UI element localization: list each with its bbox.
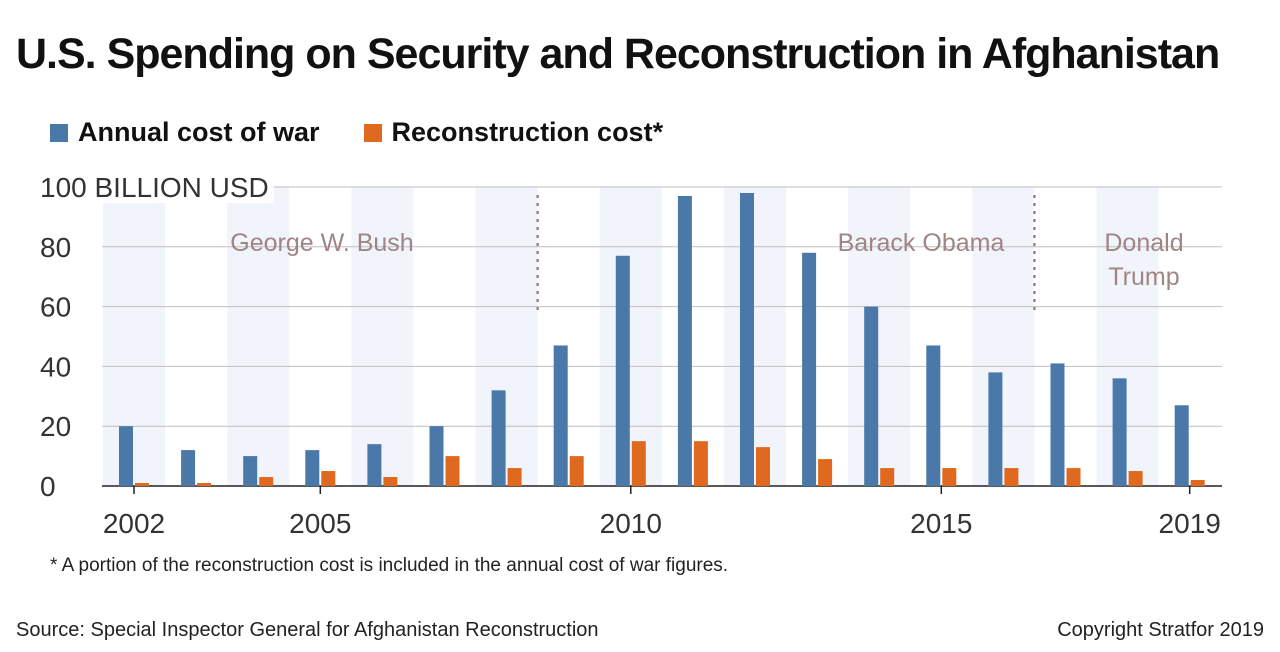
reconstruction-bar-2008 — [507, 468, 522, 486]
president-label-1: George W. Bush — [230, 229, 413, 257]
reconstruction-bar-2009 — [569, 456, 584, 486]
x-tick-label-2015: 2015 — [910, 508, 972, 539]
source-note: Source: Special Inspector General for Af… — [16, 619, 599, 641]
legend-label-war-cost: Annual cost of war — [78, 117, 320, 147]
copyright-note: Copyright Stratfor 2019 — [1057, 619, 1264, 641]
reconstruction-bar-2002 — [135, 483, 149, 486]
war-cost-bar-2018 — [1112, 378, 1127, 486]
x-tick-label-2005: 2005 — [289, 508, 351, 539]
legend-swatch-reconstruction-cost — [363, 123, 382, 142]
legend-item-war-cost: Annual cost of war — [50, 117, 320, 148]
reconstruction-bar-2017 — [1066, 468, 1081, 486]
footnote: * A portion of the reconstruction cost i… — [50, 555, 729, 576]
president-label-3-line-2: Trump — [1108, 263, 1179, 291]
y-tick-label-80: 80 — [40, 232, 71, 263]
year-band-2002 — [102, 187, 166, 486]
war-cost-bar-2008 — [491, 390, 506, 486]
legend-item-reconstruction-cost: Reconstruction cost* — [363, 117, 664, 148]
legend-label-reconstruction-cost: Reconstruction cost* — [391, 117, 664, 147]
president-label-3-line-1: Donald — [1104, 229, 1183, 257]
year-band-2010 — [599, 187, 662, 486]
reconstruction-bar-2014 — [880, 468, 895, 486]
year-band-2008 — [475, 187, 538, 486]
reconstruction-bar-2004 — [259, 477, 274, 486]
y-tick-label-20: 20 — [40, 411, 71, 442]
war-cost-bar-2006 — [367, 444, 382, 486]
reconstruction-bar-2013 — [818, 459, 833, 486]
reconstruction-bar-2006 — [383, 477, 398, 486]
reconstruction-bar-2012 — [756, 447, 770, 486]
chart-title: U.S. Spending on Security and Reconstruc… — [16, 30, 1220, 78]
war-cost-bar-2016 — [988, 372, 1003, 486]
war-cost-bar-2015 — [926, 345, 941, 486]
y-tick-label-40: 40 — [40, 351, 71, 382]
reconstruction-bar-2005 — [321, 471, 336, 486]
y-tick-label-60: 60 — [40, 292, 71, 323]
year-band-2004 — [227, 187, 290, 486]
legend-swatch-war-cost — [50, 123, 68, 142]
reconstruction-bar-2003 — [197, 483, 212, 486]
y-tick-label-0: 0 — [40, 471, 56, 502]
y-unit-label-backing — [37, 172, 274, 203]
reconstruction-bar-2018 — [1128, 471, 1143, 486]
x-tick-label-2002: 2002 — [103, 508, 165, 539]
war-cost-bar-2003 — [181, 450, 196, 486]
president-label-2: Barack Obama — [838, 229, 1005, 257]
war-cost-bar-2002 — [119, 426, 133, 486]
war-cost-bar-2010 — [615, 255, 630, 486]
reconstruction-bar-2016 — [1004, 468, 1019, 486]
year-band-2016 — [972, 187, 1035, 486]
reconstruction-bar-2011 — [693, 441, 708, 486]
war-cost-bar-2017 — [1050, 363, 1065, 486]
war-cost-bar-2009 — [553, 345, 568, 486]
year-band-2018 — [1096, 187, 1159, 486]
year-band-2006 — [351, 187, 414, 486]
chart-legend: Annual cost of war Reconstruction cost* — [50, 117, 707, 148]
war-cost-bar-2005 — [305, 450, 320, 486]
x-tick-label-2019: 2019 — [1159, 508, 1221, 539]
reconstruction-bar-2019 — [1190, 480, 1205, 486]
year-band-2012 — [723, 187, 787, 486]
x-tick-label-2010: 2010 — [600, 508, 662, 539]
reconstruction-bar-2015 — [942, 468, 957, 486]
y-tick-label-100: 100 BILLION USD — [40, 172, 269, 203]
war-cost-bar-2014 — [864, 306, 879, 486]
bar-chart: 0 20 40 60 80 100 BILLION USD 2002 2005 2010 2015… — [37, 172, 1222, 539]
war-cost-bar-2011 — [677, 195, 692, 486]
war-cost-bar-2012 — [740, 192, 754, 487]
war-cost-bar-2004 — [243, 456, 258, 486]
year-band-2014 — [848, 187, 911, 486]
reconstruction-bar-2010 — [631, 441, 646, 486]
war-cost-bar-2007 — [429, 426, 444, 486]
reconstruction-bar-2007 — [445, 456, 460, 486]
war-cost-bar-2019 — [1174, 405, 1189, 486]
war-cost-bar-2013 — [802, 252, 817, 486]
